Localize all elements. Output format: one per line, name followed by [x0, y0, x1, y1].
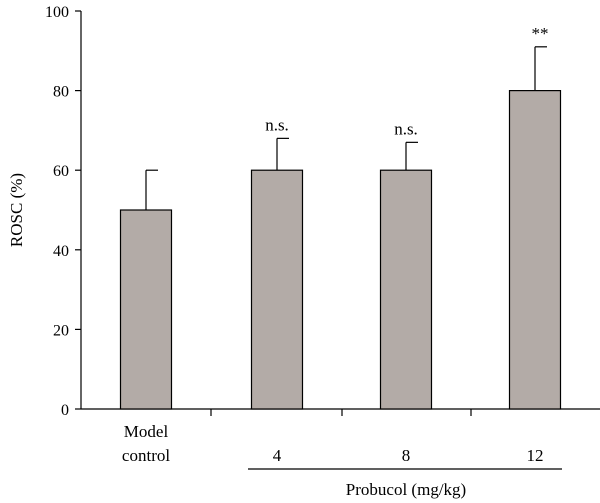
- y-tick-label-60: 60: [53, 163, 69, 180]
- category-label-8: 8: [402, 446, 411, 465]
- category-label-model-control-line-1: Model: [124, 422, 169, 441]
- y-tick-label-80: 80: [53, 84, 69, 101]
- bar-12: [508, 89, 562, 410]
- category-label-model-control-line-2: control: [122, 446, 170, 465]
- bar-model-control: [119, 209, 173, 410]
- y-tick-label-20: 20: [53, 322, 69, 339]
- category-label-4: 4: [273, 446, 282, 465]
- y-tick-label-40: 40: [53, 243, 69, 260]
- significance-label-8: n.s.: [394, 119, 418, 138]
- bar-8: [379, 169, 433, 410]
- probucol-group-label: Probucol (mg/kg): [346, 480, 466, 499]
- significance-label-12: **: [532, 24, 549, 43]
- y-axis-label: ROSC (%): [7, 173, 26, 247]
- y-tick-label-100: 100: [45, 4, 69, 21]
- significance-label-4: n.s.: [265, 115, 289, 134]
- bar-4: [250, 169, 304, 410]
- chart-bars: [119, 46, 562, 410]
- category-label-12: 12: [527, 446, 544, 465]
- chart-labels: Model control n.s. 4 n.s. 8 ** 12: [122, 24, 549, 465]
- y-tick-label-0: 0: [61, 402, 69, 419]
